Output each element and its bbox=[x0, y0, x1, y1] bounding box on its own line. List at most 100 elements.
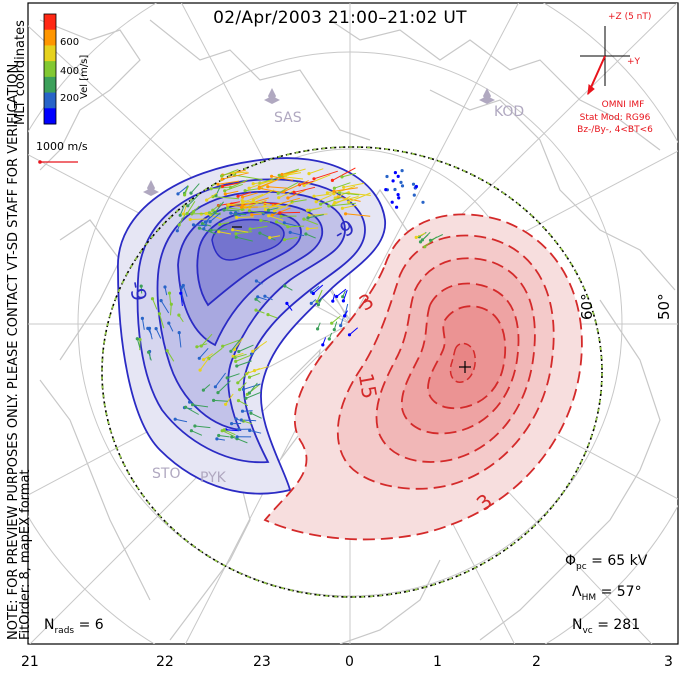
velocity-vector bbox=[184, 185, 189, 194]
imf-scale-label: +Z (5 nT) bbox=[608, 12, 652, 22]
velocity-vector bbox=[256, 280, 263, 285]
vector-origin bbox=[217, 433, 221, 438]
contour-label: 15 bbox=[353, 371, 382, 401]
velocity-vector bbox=[264, 205, 286, 208]
velocity-vector bbox=[141, 318, 145, 330]
velocity-vector bbox=[243, 420, 253, 425]
velocity-vector bbox=[235, 231, 253, 235]
vector-origin bbox=[218, 222, 222, 227]
velocity-vector bbox=[313, 192, 337, 197]
velocity-vector bbox=[316, 194, 332, 203]
vector-origin bbox=[250, 213, 254, 217]
velocity-vector bbox=[236, 236, 253, 242]
velocity-vector bbox=[235, 354, 252, 362]
n-vc: Nvc = 281 bbox=[572, 617, 641, 636]
vector-origin bbox=[227, 203, 231, 207]
velocity-vector bbox=[193, 205, 200, 212]
velocity-vector bbox=[277, 181, 299, 194]
velocity-vector bbox=[210, 229, 228, 231]
velocity-vector bbox=[230, 338, 242, 352]
colorbar-segment bbox=[44, 76, 56, 94]
scale-vector-label: 1000 m/s bbox=[36, 140, 88, 153]
velocity-vector bbox=[184, 185, 189, 196]
velocity-vector bbox=[217, 180, 240, 185]
velocity-vector bbox=[342, 204, 357, 209]
velocity-vector bbox=[160, 300, 170, 314]
velocity-vector bbox=[267, 186, 289, 189]
mlt-tick: 22 bbox=[156, 654, 174, 670]
velocity-vector bbox=[245, 391, 261, 399]
velocity-vector bbox=[332, 167, 356, 181]
velocity-vector bbox=[332, 293, 336, 302]
vector-origin bbox=[251, 182, 255, 186]
velocity-vector bbox=[320, 196, 342, 205]
velocity-vector bbox=[255, 309, 265, 314]
velocity-vector bbox=[183, 205, 187, 215]
vector-origin bbox=[234, 235, 238, 239]
velocity-vector bbox=[309, 213, 328, 216]
velocity-vector bbox=[322, 337, 327, 346]
vector-origin bbox=[400, 169, 404, 173]
vector-origin bbox=[395, 205, 399, 209]
velocity-vector bbox=[221, 169, 239, 177]
radar-label: KOD bbox=[494, 104, 525, 120]
colorbar-segment bbox=[44, 45, 56, 62]
velocity-vector bbox=[237, 192, 252, 197]
velocity-vector bbox=[257, 296, 267, 301]
coordinates-label: MLT coordinates bbox=[13, 20, 28, 125]
velocity-vector bbox=[205, 213, 222, 220]
velocity-vector bbox=[140, 286, 143, 294]
velocity-vector bbox=[205, 212, 216, 223]
velocity-vector bbox=[249, 430, 262, 434]
vector-origin bbox=[391, 179, 395, 183]
vector-origin bbox=[266, 185, 270, 189]
imf-axis-label: +Y bbox=[627, 57, 641, 67]
velocity-vector bbox=[283, 180, 309, 192]
vector-origin bbox=[177, 331, 181, 335]
vector-origin bbox=[414, 184, 418, 189]
velocity-vector bbox=[274, 202, 294, 212]
velocity-vector bbox=[236, 438, 248, 444]
colorbar-segment bbox=[44, 14, 56, 31]
mlt-tick: 0 bbox=[345, 654, 354, 670]
vector-origin bbox=[393, 171, 397, 175]
vector-origin bbox=[257, 186, 261, 190]
velocity-vector bbox=[194, 425, 211, 429]
velocity-vector bbox=[200, 333, 213, 347]
mlt-tick: 3 bbox=[664, 654, 673, 670]
velocity-vector bbox=[259, 232, 276, 241]
vector-origin bbox=[207, 211, 211, 215]
vector-origin bbox=[399, 180, 403, 184]
velocity-vector bbox=[170, 304, 172, 316]
velocity-vector bbox=[169, 293, 172, 305]
contour-label: -9 bbox=[124, 279, 152, 303]
velocity-vector bbox=[340, 318, 344, 326]
velocity-vector bbox=[331, 315, 341, 324]
velocity-vector bbox=[219, 222, 230, 225]
velocity-vector bbox=[214, 372, 227, 388]
vector-origin bbox=[179, 291, 183, 295]
velocity-vector bbox=[148, 352, 152, 361]
colorbar-segment bbox=[44, 108, 56, 125]
velocity-vector bbox=[234, 353, 247, 358]
velocity-vector bbox=[348, 192, 371, 196]
potential-extrema bbox=[232, 226, 471, 373]
velocity-vector bbox=[250, 225, 268, 230]
velocity-vector bbox=[278, 190, 295, 199]
latitude-label: 50° bbox=[655, 293, 673, 320]
imf-condition: Bz-/By-, 4<BT<6 bbox=[577, 125, 653, 135]
velocity-vector bbox=[206, 192, 218, 201]
velocity-vector bbox=[334, 196, 359, 204]
velocity-vector bbox=[342, 289, 348, 302]
vector-origin bbox=[237, 427, 241, 431]
vector-origin bbox=[190, 212, 194, 216]
velocity-vector bbox=[328, 332, 333, 340]
vector-origin bbox=[248, 227, 252, 231]
velocity-vector bbox=[236, 216, 255, 218]
velocity-vector bbox=[224, 209, 240, 212]
velocity-vector bbox=[191, 430, 203, 436]
radar-label: PYK bbox=[200, 470, 226, 486]
velocity-vector bbox=[164, 286, 168, 296]
velocity-vector bbox=[333, 321, 338, 330]
velocity-vector bbox=[349, 327, 359, 336]
